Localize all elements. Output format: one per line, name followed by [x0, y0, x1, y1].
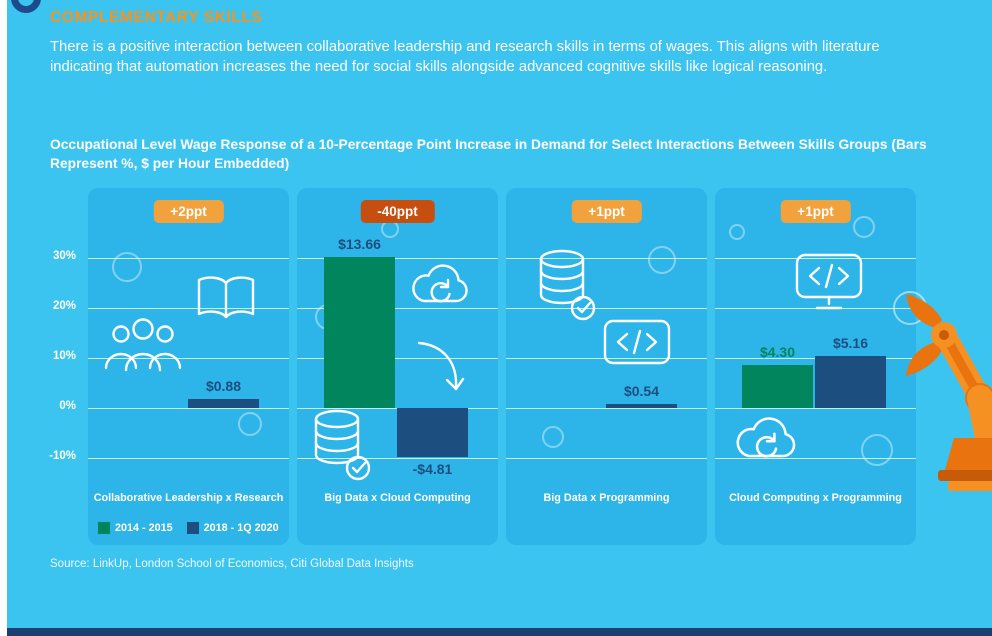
category-label: Big Data x Programming: [543, 492, 670, 504]
y-tick: -10%: [49, 450, 76, 462]
gridline: [297, 258, 498, 259]
gridline: [506, 258, 707, 259]
brand-logo-partial-icon: [11, 0, 41, 13]
code-icon: [603, 319, 671, 365]
page-left-margin: [0, 0, 7, 636]
bubble-decoration: [542, 426, 564, 448]
panel-big-data-x-programming: +1ppt $0.54 Big Data x Programming: [506, 188, 707, 545]
robot-arm-illustration: [893, 291, 992, 491]
wage-bar: [606, 403, 677, 408]
gridline: [88, 458, 289, 459]
category-label: Cloud Computing x Programming: [729, 492, 902, 504]
chart-panels: +2ppt $0.88 Collaborative Leadership x R…: [88, 188, 916, 545]
bars-layer: $0.88: [88, 188, 289, 545]
legend-swatch-green: [98, 522, 110, 534]
demand-change-badge: +1ppt: [571, 200, 642, 223]
y-tick: 10%: [52, 350, 76, 362]
bubble-decoration: [729, 224, 745, 240]
source-note: Source: LinkUp, London School of Economi…: [50, 558, 414, 570]
legend-item: 2014 - 2015: [98, 522, 173, 534]
bar-usd-label: -$4.81: [412, 461, 453, 477]
database-check-icon: [314, 409, 371, 481]
bar-usd-label: $0.88: [205, 378, 242, 394]
bars-layer: $13.66 -$4.81: [297, 188, 498, 545]
gridline: [88, 358, 289, 359]
legend-swatch-navy: [186, 522, 199, 534]
bar-usd-label: $0.54: [623, 382, 660, 399]
legend-label: 2014 - 2015: [115, 522, 173, 534]
wage-bar: [397, 408, 468, 457]
gridline: [506, 408, 707, 409]
y-tick: 30%: [52, 250, 76, 262]
bubble-decoration: [238, 412, 262, 436]
bubble-decoration: [853, 216, 875, 238]
gridline: [297, 358, 498, 359]
y-tick: 0%: [59, 400, 76, 412]
demand-change-badge: +1ppt: [780, 200, 851, 223]
wage-bar: [742, 365, 813, 408]
wage-bar: [324, 257, 395, 408]
demand-change-badge: -40ppt: [360, 200, 435, 223]
gridline: [715, 408, 916, 409]
cloud-sync-icon: [736, 417, 796, 458]
panel-cloud-computing-x-programming: +1ppt $4.30 $5.16 Cloud Computing x Progr…: [715, 188, 916, 545]
gridline: [88, 308, 289, 309]
gridline: [297, 458, 498, 459]
bar-usd-label: $5.16: [832, 335, 869, 351]
legend-item: 2018 - 1Q 2020: [186, 522, 279, 534]
gridline: [506, 458, 707, 459]
y-tick: 20%: [52, 300, 76, 312]
gridline: [715, 258, 916, 259]
bar-usd-label: $4.30: [759, 344, 796, 360]
gridline: [297, 308, 498, 309]
y-axis: 30% 20% 10% 0% -10%: [38, 188, 82, 545]
intro-paragraph: There is a positive interaction between …: [50, 39, 880, 76]
bars-layer: $0.54: [506, 188, 707, 545]
gridline: [715, 308, 916, 309]
wage-bar: [815, 356, 886, 408]
category-label: Big Data x Cloud Computing: [324, 492, 471, 504]
legend-label: 2018 - 1Q 2020: [203, 522, 279, 534]
wage-bar: [188, 399, 259, 408]
bubble-decoration: [648, 246, 676, 274]
category-label: Collaborative Leadership x Research: [93, 492, 284, 504]
team-icon: [104, 318, 182, 372]
open-book-icon: [197, 276, 255, 319]
panel-collaborative-leadership-x-research: +2ppt $0.88 Collaborative Leadership x R…: [88, 188, 289, 545]
gridline: [506, 308, 707, 309]
bar-usd-label: $13.66: [338, 236, 381, 252]
gridline: [88, 258, 289, 259]
chart-title: Occupational Level Wage Response of a 10…: [50, 137, 927, 172]
code-monitor-icon: [795, 253, 863, 310]
database-check-icon: [539, 249, 596, 321]
gridline: [715, 458, 916, 459]
bars-layer: $4.30 $5.16: [715, 188, 916, 545]
chart-legend: 2014 - 2015 2018 - 1Q 2020: [98, 522, 279, 534]
cloud-sync-icon: [412, 264, 468, 303]
section-heading: COMPLEMENTARY SKILLS: [50, 9, 263, 26]
bubble-decoration: [112, 252, 142, 282]
footer-bar: [0, 628, 992, 636]
bubble-decoration: [861, 434, 893, 466]
demand-change-badge: +2ppt: [153, 200, 224, 223]
curved-arrow-icon: [417, 341, 465, 391]
panel-big-data-x-cloud-computing: -40ppt $13.66 -$4.81 Big Data x Cloud Com…: [297, 188, 498, 545]
gridline: [88, 408, 289, 409]
